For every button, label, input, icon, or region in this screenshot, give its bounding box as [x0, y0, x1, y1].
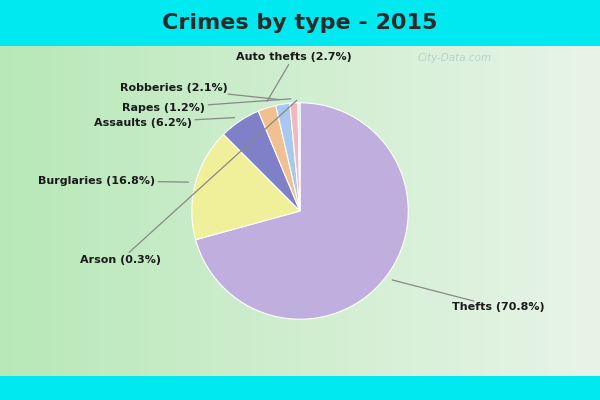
Text: Burglaries (16.8%): Burglaries (16.8%) — [38, 176, 188, 186]
Wedge shape — [276, 103, 300, 211]
Text: Arson (0.3%): Arson (0.3%) — [80, 100, 297, 265]
Text: Crimes by type - 2015: Crimes by type - 2015 — [163, 13, 437, 33]
Wedge shape — [224, 111, 300, 211]
Wedge shape — [298, 103, 300, 211]
Text: City-Data.com: City-Data.com — [417, 53, 491, 63]
Text: Thefts (70.8%): Thefts (70.8%) — [392, 280, 544, 312]
Text: Robberies (2.1%): Robberies (2.1%) — [119, 83, 279, 100]
Text: Assaults (6.2%): Assaults (6.2%) — [94, 118, 235, 128]
Wedge shape — [259, 106, 300, 211]
Text: Rapes (1.2%): Rapes (1.2%) — [122, 99, 291, 113]
Wedge shape — [192, 134, 300, 240]
Wedge shape — [196, 103, 408, 319]
Wedge shape — [290, 103, 300, 211]
Text: Auto thefts (2.7%): Auto thefts (2.7%) — [236, 52, 351, 102]
